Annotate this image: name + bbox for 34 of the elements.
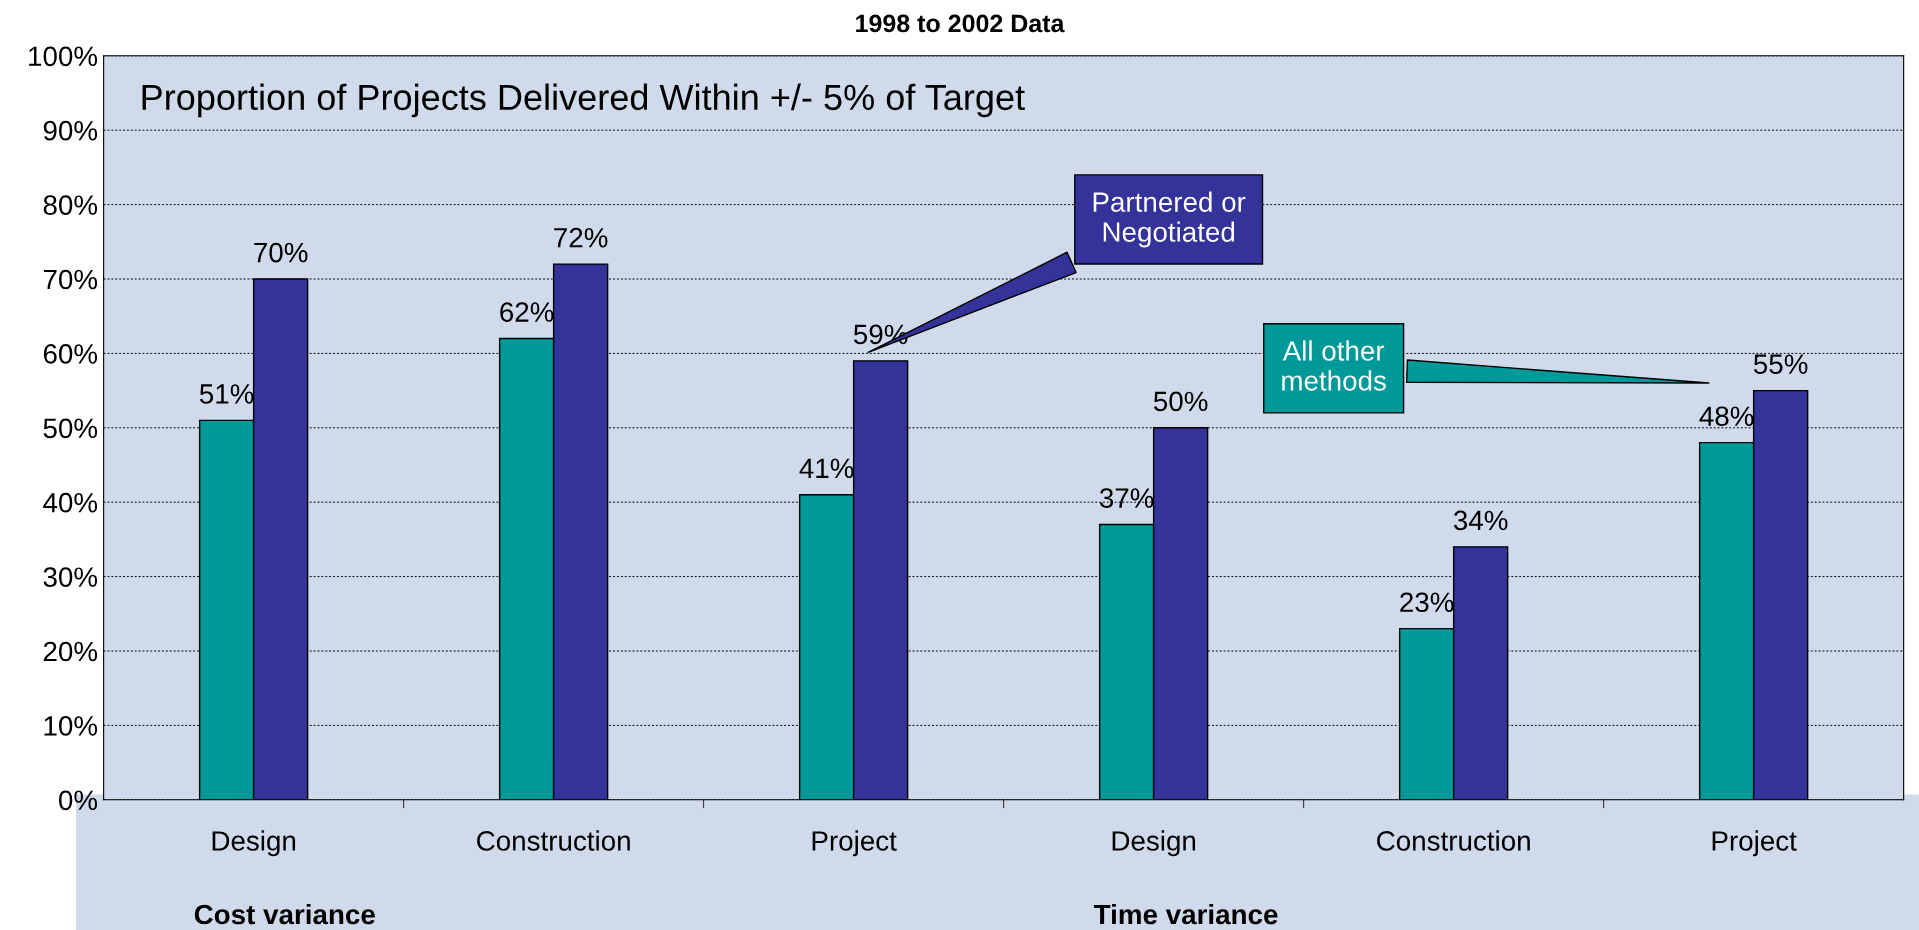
data-label: 62% <box>500 302 554 322</box>
text: Cost variance <box>194 903 375 925</box>
x-tick-label: Project <box>1712 830 1797 857</box>
x-tick-label: Construction <box>1377 830 1530 851</box>
data-label: 72% <box>554 227 608 248</box>
x-tick-label: Project <box>812 830 897 857</box>
y-tick-label: 90% <box>43 120 98 141</box>
text: Partnered or Negotiated <box>1093 191 1246 248</box>
x-tick-label: Construction <box>477 830 630 851</box>
x-tick-label: Design <box>212 830 296 857</box>
data-label: 34% <box>1453 510 1508 531</box>
data-label: 55% <box>1753 354 1808 374</box>
data-label: 41% <box>799 458 854 479</box>
y-tick-label: 70% <box>43 269 98 290</box>
y-tick-label: 20% <box>43 641 98 662</box>
y-tick-label: 100% <box>29 46 98 67</box>
data-label: 70% <box>254 242 308 263</box>
y-tick-label: 50% <box>43 418 98 439</box>
y-tick-label: 60% <box>43 344 98 364</box>
y-tick-label: 80% <box>43 195 98 215</box>
data-label: 48% <box>1699 406 1754 427</box>
data-label: 50% <box>1153 391 1208 412</box>
y-tick-label: 0% <box>59 790 98 811</box>
text: Time variance <box>1093 903 1278 925</box>
data-label: 23% <box>1400 592 1454 613</box>
text: Proportion of Projects Delivered Within +/- 5% of Target <box>142 83 1025 118</box>
chart-subtitle: 1998 to 2002 Data <box>856 14 1065 33</box>
data-label: 51% <box>199 384 254 404</box>
x-tick-label: Design <box>1112 830 1196 857</box>
y-tick-label: 40% <box>43 492 98 513</box>
text: All other methods <box>1282 340 1386 391</box>
data-label: 37% <box>1099 488 1154 508</box>
y-tick-label: 10% <box>44 716 98 736</box>
y-tick-label: 30% <box>43 567 98 587</box>
